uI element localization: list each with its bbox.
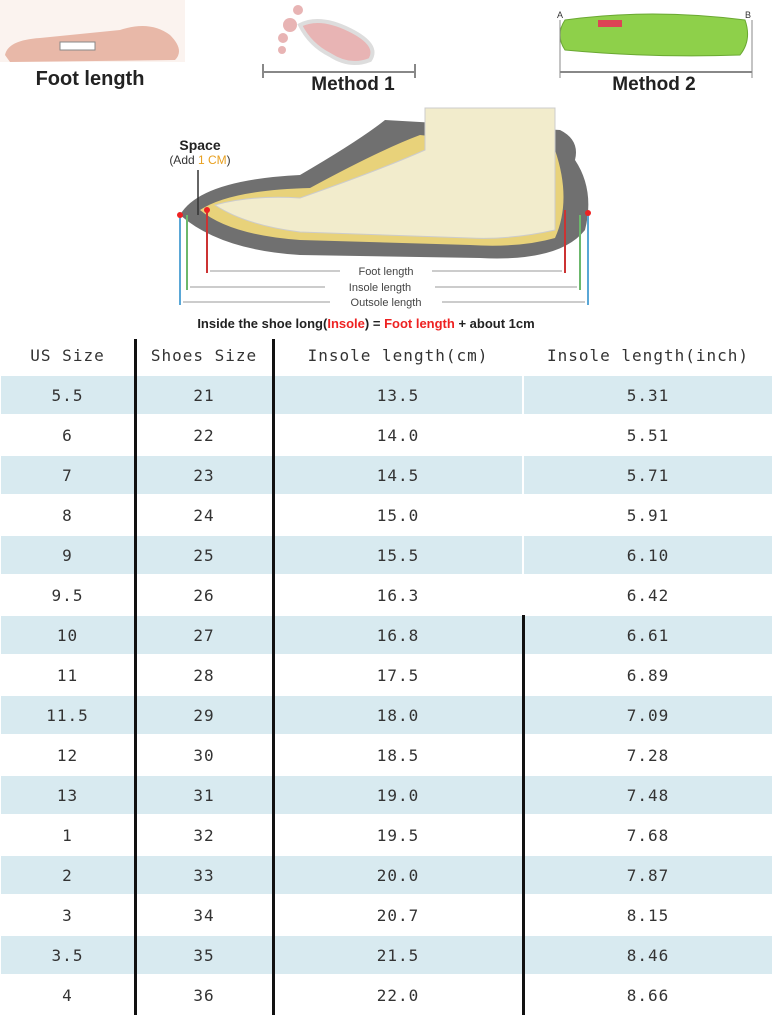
label: Method 1 xyxy=(311,74,395,95)
space-note: (Add 1 CM) xyxy=(169,153,230,167)
foot-photo xyxy=(0,0,185,62)
table-cell: 15.5 xyxy=(274,536,522,574)
table-cell: 5.31 xyxy=(524,376,772,414)
table-cell: 20.0 xyxy=(274,856,522,894)
shoe-diagram xyxy=(177,107,591,305)
table-cell: 6.89 xyxy=(626,665,670,685)
table-cell: 11.5 xyxy=(1,696,134,734)
table-cell: 22.0 xyxy=(376,985,420,1005)
table-cell: 7.28 xyxy=(626,745,670,765)
text: 1 CM xyxy=(198,153,227,167)
table-cell: 10 xyxy=(1,616,134,654)
table-cell: 18.5 xyxy=(376,745,420,765)
table-cell: 26 xyxy=(193,585,215,605)
label: Foot length xyxy=(36,68,145,90)
ruler xyxy=(59,41,96,51)
table-cell: 3.5 xyxy=(1,936,134,974)
column-divider xyxy=(522,615,525,1015)
caption: Inside the shoe long(Insole) = Foot leng… xyxy=(197,316,534,331)
table-cell: 21 xyxy=(136,376,272,414)
table-cell: 17.5 xyxy=(376,665,420,685)
table-cell: 15.0 xyxy=(376,505,420,525)
footprint xyxy=(262,5,416,78)
table-cell: 5.91 xyxy=(626,505,670,525)
table-cell: 2 xyxy=(1,856,134,894)
point-label: B xyxy=(745,10,751,20)
table-cell: 6.61 xyxy=(524,616,772,654)
header-cell: Insole length(cm) xyxy=(307,345,489,365)
table-cell: 11 xyxy=(56,665,79,685)
table-cell: 23 xyxy=(136,456,272,494)
space-label: Space xyxy=(179,137,220,153)
table-cell: 32 xyxy=(193,825,215,845)
table-cell: 1 xyxy=(62,825,73,845)
text: + about xyxy=(455,316,509,331)
table-cell: 19.0 xyxy=(274,776,522,814)
insole xyxy=(559,13,753,78)
table-cell: 25 xyxy=(136,536,272,574)
dimension-label: Foot length xyxy=(358,266,413,278)
table-cell: 14.5 xyxy=(274,456,522,494)
table-cell: 36 xyxy=(193,985,215,1005)
table-cell: 9 xyxy=(1,536,134,574)
text: Insole xyxy=(327,316,365,331)
table-cell: 20.7 xyxy=(376,905,420,925)
table-cell: 7 xyxy=(1,456,134,494)
header-cell: Insole length(inch) xyxy=(546,345,750,365)
table-cell: 16.3 xyxy=(376,585,420,605)
table-cell: 18.0 xyxy=(274,696,522,734)
table-cell: 5.5 xyxy=(1,376,134,414)
table-cell: 34 xyxy=(193,905,215,925)
table-cell: 12 xyxy=(56,745,79,765)
text: 1cm xyxy=(509,316,535,331)
size-table: US Size Shoes Size Insole length(cm) Insole… xyxy=(0,335,773,1016)
text: ) xyxy=(227,153,231,167)
text: ) = xyxy=(365,316,384,331)
text: Inside the shoe long( xyxy=(197,316,328,331)
table-cell: 4 xyxy=(62,985,73,1005)
text: Foot length xyxy=(384,316,455,331)
column-divider xyxy=(272,339,275,1015)
table-cell: 22 xyxy=(193,425,215,445)
table-cell: 14.0 xyxy=(376,425,420,445)
table-cell: 7.68 xyxy=(626,825,670,845)
dimension-label: Insole length xyxy=(349,282,411,294)
column-divider xyxy=(134,339,137,1015)
table-cell: 5.71 xyxy=(524,456,772,494)
table-cell: 9.5 xyxy=(51,585,84,605)
table-cell: 13 xyxy=(1,776,134,814)
table-cell: 13.5 xyxy=(274,376,522,414)
table-cell: 8.15 xyxy=(626,905,670,925)
table-cell: 28 xyxy=(193,665,215,685)
table-cell: 35 xyxy=(136,936,272,974)
point-label: A xyxy=(557,10,563,20)
table-cell: 6.10 xyxy=(524,536,772,574)
table-cell: 5.51 xyxy=(626,425,670,445)
table-cell: 7.87 xyxy=(524,856,772,894)
table-cell: 6 xyxy=(62,425,73,445)
table-cell: 7.48 xyxy=(524,776,772,814)
table-cell: 3 xyxy=(62,905,73,925)
table-cell: 7.09 xyxy=(524,696,772,734)
table-cell: 21.5 xyxy=(274,936,522,974)
table-cell: 27 xyxy=(136,616,272,654)
table-cell: 8.66 xyxy=(626,985,670,1005)
table-cell: 8 xyxy=(62,505,73,525)
table-cell: 8.46 xyxy=(524,936,772,974)
table-cell: 31 xyxy=(136,776,272,814)
illustrations: Foot length Method 1 A B Method 2 Spa xyxy=(0,0,753,331)
dimension-label: Outsole length xyxy=(351,297,422,309)
table-cell: 16.8 xyxy=(274,616,522,654)
table-cell: 30 xyxy=(193,745,215,765)
label: Method 2 xyxy=(612,74,695,95)
table-cell: 24 xyxy=(193,505,215,525)
table-cell: 6.42 xyxy=(626,585,670,605)
text: (Add xyxy=(169,153,198,167)
table-cell: 33 xyxy=(136,856,272,894)
header-cell: US Size xyxy=(30,345,105,365)
table-cell: 29 xyxy=(136,696,272,734)
table-cell: 19.5 xyxy=(376,825,420,845)
header-cell: Shoes Size xyxy=(150,345,258,365)
